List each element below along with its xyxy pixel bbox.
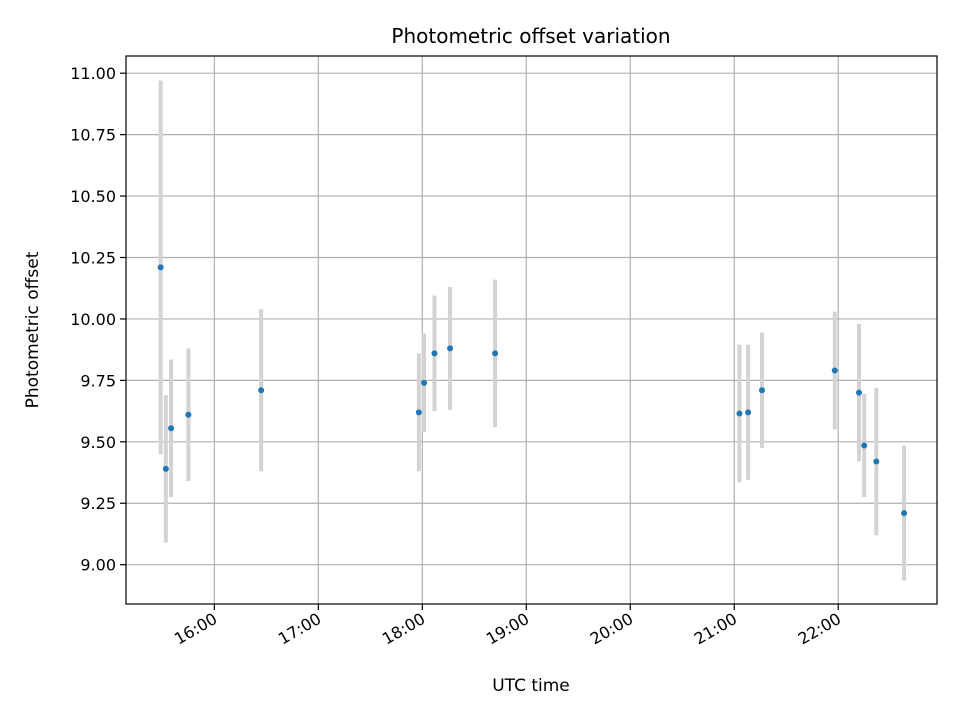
y-tick-label: 9.75	[80, 371, 116, 390]
x-tick-label: 16:00	[171, 609, 220, 649]
data-point	[758, 387, 765, 394]
y-tick-label: 10.00	[70, 310, 116, 329]
y-axis-label: Photometric offset	[23, 251, 43, 408]
data-points	[157, 264, 908, 517]
grid	[126, 56, 937, 604]
data-point	[415, 409, 422, 416]
data-point	[162, 465, 169, 472]
x-tick-label: 19:00	[483, 609, 532, 649]
data-point	[745, 409, 752, 416]
data-point	[157, 264, 164, 271]
y-tick-label: 10.75	[70, 126, 116, 145]
y-tick-label: 9.50	[80, 433, 116, 452]
data-point	[861, 442, 868, 449]
plot-frame	[125, 55, 938, 605]
x-tick-label: 21:00	[691, 609, 740, 649]
data-point	[831, 367, 838, 374]
data-point	[185, 411, 192, 418]
x-tick-label: 17:00	[275, 609, 324, 649]
data-point	[873, 458, 880, 465]
data-point	[736, 410, 743, 417]
chart-title: Photometric offset variation	[391, 24, 670, 48]
data-point	[901, 510, 908, 517]
x-tick-label: 20:00	[587, 609, 636, 649]
x-axis-label: UTC time	[492, 676, 570, 696]
y-tick-label: 11.00	[70, 64, 116, 83]
data-point	[421, 379, 428, 386]
y-tick-label: 9.25	[80, 494, 116, 513]
y-axis-ticks: 9.00 9.25 9.50 9.75 10.00 10.25 10.50 10.75 11.0…	[70, 64, 126, 575]
x-tick-label: 18:00	[379, 609, 428, 649]
x-tick-label: 22:00	[795, 609, 844, 649]
data-point	[492, 350, 499, 357]
data-point	[258, 387, 265, 394]
error-bars	[158, 80, 907, 581]
data-point	[447, 345, 454, 352]
data-point	[856, 389, 863, 396]
y-tick-label: 10.50	[70, 187, 116, 206]
y-tick-label: 9.00	[80, 556, 116, 575]
y-tick-label: 10.25	[70, 249, 116, 268]
x-axis-ticks: 16:00 17:00 18:00 19:00 20:00 21:00 22:00	[171, 604, 844, 649]
data-point	[431, 350, 438, 357]
data-point	[168, 425, 175, 432]
